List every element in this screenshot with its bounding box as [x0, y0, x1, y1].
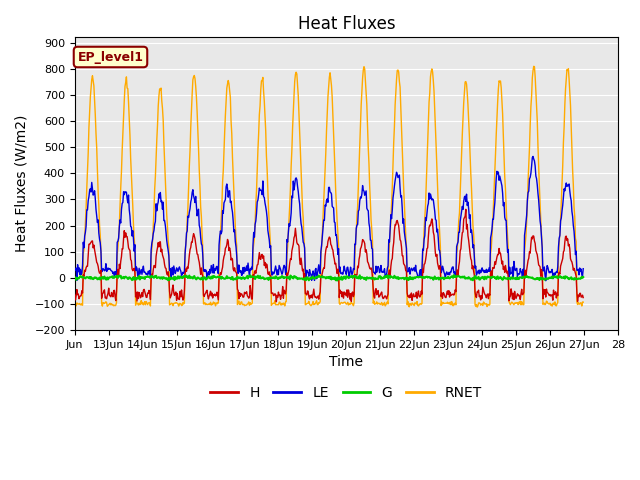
- X-axis label: Time: Time: [330, 355, 364, 369]
- Text: EP_level1: EP_level1: [77, 50, 143, 63]
- Title: Heat Fluxes: Heat Fluxes: [298, 15, 395, 33]
- Legend: H, LE, G, RNET: H, LE, G, RNET: [205, 380, 488, 405]
- Y-axis label: Heat Fluxes (W/m2): Heat Fluxes (W/m2): [15, 115, 29, 252]
